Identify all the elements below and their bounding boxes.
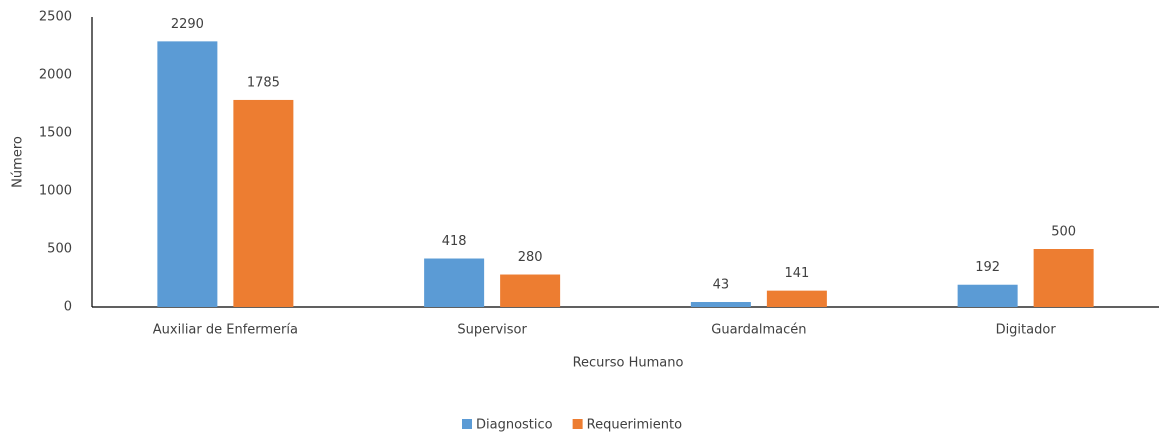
y-tick-label: 1000 xyxy=(39,184,72,199)
x-tick-label: Supervisor xyxy=(457,323,527,338)
data-label: 418 xyxy=(442,234,467,249)
x-tick-label: Digitador xyxy=(996,323,1057,338)
bar xyxy=(1033,249,1094,307)
data-label: 1785 xyxy=(247,75,280,90)
bar xyxy=(157,41,218,308)
y-tick-label: 2000 xyxy=(39,68,72,83)
data-label: 192 xyxy=(975,260,1000,275)
data-label: 43 xyxy=(713,278,730,293)
y-tick-label: 0 xyxy=(64,300,72,315)
bar xyxy=(957,284,1018,307)
bar xyxy=(766,290,827,307)
x-tick-label: Guardalmacén xyxy=(711,323,806,338)
y-tick-label: 2500 xyxy=(39,10,72,25)
bar xyxy=(690,302,751,307)
data-label: 141 xyxy=(784,266,809,281)
bar xyxy=(500,274,561,307)
y-tick-label: 1500 xyxy=(39,126,72,141)
legend-swatch xyxy=(462,419,472,429)
data-label: 2290 xyxy=(171,17,204,32)
x-axis-title: Recurso Humano xyxy=(573,356,684,371)
data-label: 500 xyxy=(1051,225,1076,240)
bar xyxy=(233,99,294,307)
legend-label: Requerimiento xyxy=(587,418,683,433)
legend-swatch xyxy=(572,419,583,429)
bar xyxy=(424,258,485,307)
legend-label: Diagnostico xyxy=(476,418,553,433)
y-axis-title: Número xyxy=(11,136,26,188)
x-tick-label: Auxiliar de Enfermería xyxy=(153,323,298,338)
y-tick-label: 500 xyxy=(47,242,72,257)
data-label: 280 xyxy=(518,250,543,265)
